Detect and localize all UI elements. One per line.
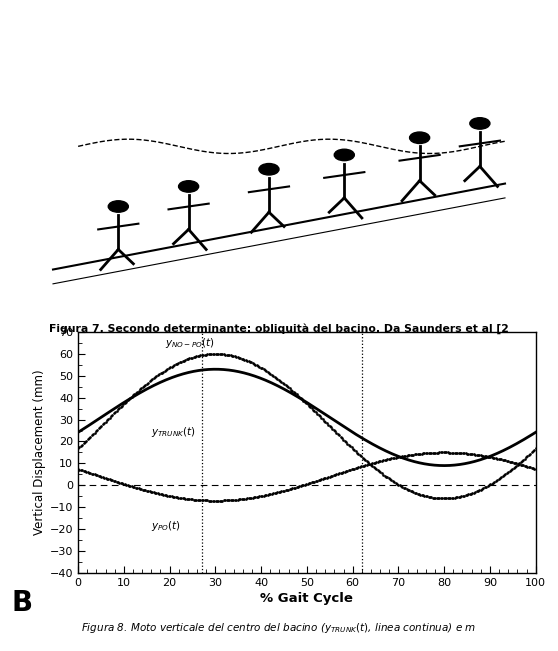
Text: B: B — [11, 589, 32, 617]
Circle shape — [334, 149, 354, 161]
Circle shape — [410, 132, 430, 143]
Circle shape — [179, 181, 199, 192]
Circle shape — [108, 201, 128, 212]
Circle shape — [259, 163, 279, 175]
Text: $y_{NO-PO}(t)$: $y_{NO-PO}(t)$ — [165, 335, 215, 350]
X-axis label: % Gait Cycle: % Gait Cycle — [261, 592, 353, 605]
Text: Figura 7. Secondo determinante: obliquità del bacino. Da Saunders et al [2: Figura 7. Secondo determinante: obliquit… — [49, 323, 509, 334]
Y-axis label: Vertical Displacement (mm): Vertical Displacement (mm) — [32, 370, 46, 535]
Text: $y_{PO}(t)$: $y_{PO}(t)$ — [151, 519, 181, 533]
Text: $y_{TRUNK}(t)$: $y_{TRUNK}(t)$ — [151, 425, 196, 439]
Text: Figura 8. Moto verticale del centro del bacino ($y_{TRUNK}(t)$, linea continua) : Figura 8. Moto verticale del centro del … — [81, 620, 477, 635]
Circle shape — [470, 118, 490, 129]
